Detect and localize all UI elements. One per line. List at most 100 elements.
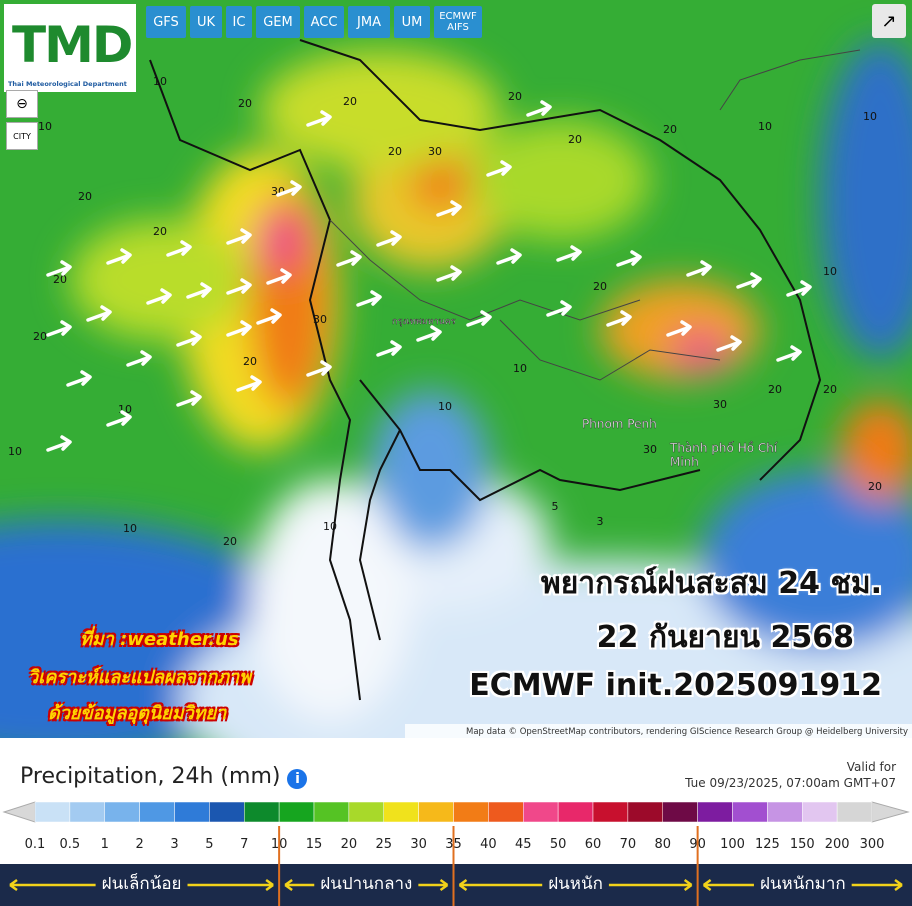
scale-cell bbox=[104, 801, 140, 823]
wind-arrow bbox=[46, 320, 72, 337]
scale-cell bbox=[592, 801, 629, 823]
contour-label: 30 bbox=[428, 145, 442, 158]
contour-label: 3 bbox=[597, 515, 604, 528]
precip-field bbox=[0, 40, 912, 738]
model-button[interactable]: IC bbox=[226, 6, 252, 38]
contour-label: 20 bbox=[593, 280, 607, 293]
model-button[interactable]: GEM bbox=[256, 6, 300, 38]
wind-arrow bbox=[176, 330, 202, 347]
contour-label: 10 bbox=[38, 120, 52, 133]
borders bbox=[329, 49, 861, 381]
contour-labels: 10 20 20 20 30 20 20 20 10 10 20 20 30 30 20 20 20 10 10 10… bbox=[8, 75, 882, 548]
analysis-note: ด้วยข้อมูลอุตุนิยมวิทยา bbox=[48, 703, 227, 724]
wind-arrow bbox=[46, 435, 72, 452]
scale-cell bbox=[34, 801, 71, 823]
scale-cell bbox=[662, 801, 698, 823]
scale-cell bbox=[139, 801, 175, 823]
wind-arrow bbox=[146, 288, 172, 305]
scale-tick-label: 125 bbox=[755, 837, 780, 852]
scale-tick-label: 40 bbox=[480, 837, 497, 852]
category-arrow bbox=[458, 878, 693, 892]
overlay-date: 22 กันยายน 2568 bbox=[596, 620, 854, 655]
model-button[interactable]: GFS bbox=[146, 6, 186, 38]
scale-arrow bbox=[2, 801, 36, 823]
scale-tick-label: 15 bbox=[306, 837, 323, 852]
scale-cell bbox=[697, 801, 733, 823]
place-label-line: Minh bbox=[670, 455, 699, 469]
scale-cell bbox=[278, 801, 315, 823]
scale-tick-label: 80 bbox=[654, 837, 671, 852]
scale-cell bbox=[557, 801, 594, 823]
contour-label: 20 bbox=[78, 190, 92, 203]
zoom-button[interactable]: ⊖ bbox=[6, 90, 38, 118]
scale-cell bbox=[69, 801, 105, 823]
valid-label: Valid for bbox=[846, 760, 896, 774]
category-label: ฝนหนัก bbox=[548, 874, 603, 894]
wind-arrow bbox=[106, 248, 132, 265]
wind-arrow bbox=[126, 350, 152, 367]
contour-label: 20 bbox=[868, 480, 882, 493]
wind-arrow bbox=[306, 360, 332, 377]
share-button[interactable]: ↗ bbox=[872, 4, 906, 38]
scale-cell bbox=[488, 801, 524, 823]
scale-tick-label: 100 bbox=[720, 837, 745, 852]
contour-label: 30 bbox=[643, 443, 657, 456]
scale-tick-label: 200 bbox=[825, 837, 850, 852]
city-button[interactable]: CITY bbox=[6, 122, 38, 150]
scale-tick-label: 3 bbox=[170, 837, 178, 852]
wind-arrow bbox=[436, 265, 462, 282]
scale-tick-label: 60 bbox=[585, 837, 602, 852]
contour-label: 20 bbox=[568, 133, 582, 146]
contour-label: 10 bbox=[863, 110, 877, 123]
scale-tick-label: 1 bbox=[101, 837, 109, 852]
wind-arrow bbox=[336, 250, 362, 267]
scale-tick-label: 20 bbox=[341, 837, 358, 852]
contour-label: 20 bbox=[153, 225, 167, 238]
logo-text: TMD bbox=[12, 16, 133, 74]
wind-arrow bbox=[686, 260, 712, 277]
scale-cell bbox=[313, 801, 350, 823]
model-button[interactable]: ECMWF AIFS bbox=[434, 6, 482, 38]
wind-arrow bbox=[436, 200, 462, 217]
model-button[interactable]: JMA bbox=[348, 6, 390, 38]
model-button[interactable]: UM bbox=[394, 6, 430, 38]
attribution: Map data © OpenStreetMap contributors, r… bbox=[466, 727, 908, 737]
wind-arrow bbox=[106, 410, 132, 427]
wind-arrow bbox=[496, 248, 522, 265]
scale-tick-label: 5 bbox=[205, 837, 213, 852]
wind-arrow bbox=[546, 300, 572, 317]
scale-tick-label: 0.1 bbox=[25, 837, 46, 852]
wind-arrow bbox=[176, 390, 202, 407]
contour-label: 20 bbox=[238, 97, 252, 110]
scale-cell bbox=[802, 801, 838, 823]
scale-cell bbox=[453, 801, 489, 823]
legend-title-text: Precipitation, 24h (mm) bbox=[20, 764, 281, 789]
scale-tick-label: 0.5 bbox=[60, 837, 81, 852]
contour-label: 20 bbox=[663, 123, 677, 136]
contour-label: 20 bbox=[508, 90, 522, 103]
scale-tick-label: 25 bbox=[375, 837, 392, 852]
place-label: Phnom Penh bbox=[582, 417, 657, 431]
model-button[interactable]: UK bbox=[190, 6, 222, 38]
contour-label: 10 bbox=[823, 265, 837, 278]
info-icon[interactable]: i bbox=[287, 769, 308, 789]
contour-label: 10 bbox=[758, 120, 772, 133]
contour-label: 30 bbox=[313, 313, 327, 326]
wind-arrow bbox=[736, 272, 762, 289]
contour-label: 10 bbox=[123, 522, 137, 535]
contour-label: 20 bbox=[388, 145, 402, 158]
scale-tick-label: 45 bbox=[515, 837, 532, 852]
contour-label: 10 bbox=[153, 75, 167, 88]
model-button[interactable]: ACC bbox=[304, 6, 344, 38]
attribution-bg bbox=[405, 724, 912, 738]
scale-tick-label: 2 bbox=[135, 837, 143, 852]
wind-arrow bbox=[416, 325, 442, 342]
source-note: ที่มา :weather.us bbox=[80, 629, 239, 650]
place-label: กรุงเทพมหานคร bbox=[392, 317, 456, 327]
scale-cell bbox=[418, 801, 454, 823]
logo: TMD Thai Meteorological Department bbox=[4, 4, 136, 92]
overlay-model-init: ECMWF init.2025091912 bbox=[469, 668, 882, 703]
wind-arrow bbox=[666, 320, 692, 337]
category-arrow bbox=[284, 878, 449, 892]
